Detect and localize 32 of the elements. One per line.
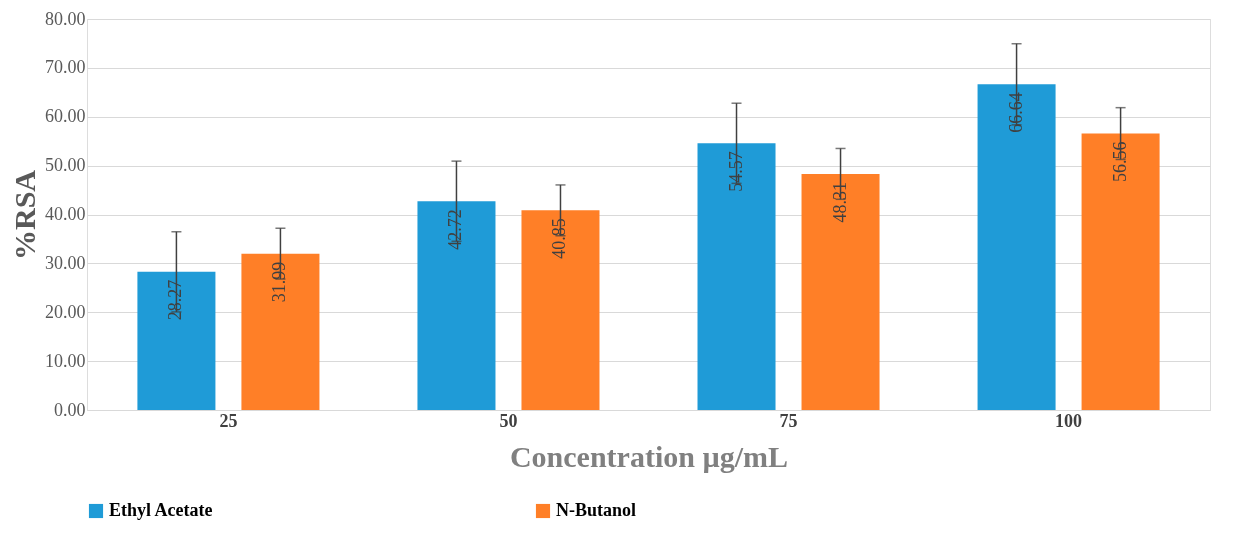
y-tick-label: 70.00 [45, 57, 86, 78]
legend-label: N-Butanol [556, 500, 637, 520]
data-label: 40.85 [549, 218, 570, 259]
bar [801, 173, 880, 410]
bar [241, 253, 320, 410]
y-tick-label: 30.00 [45, 252, 86, 273]
data-label: 42.72 [445, 209, 466, 250]
y-tick-label: 20.00 [45, 301, 86, 322]
data-label: 56.56 [1109, 141, 1130, 183]
x-tick-label: 50 [499, 410, 518, 431]
x-tick-label: 25 [219, 410, 238, 431]
y-tick-label: 10.00 [45, 350, 86, 371]
data-label: 28.27 [165, 279, 186, 321]
y-tick-label: 0.00 [54, 399, 86, 420]
y-tick-label: 50.00 [45, 155, 86, 176]
y-tick-label: 40.00 [45, 204, 86, 224]
legend-label: Ethyl Acetate [109, 500, 213, 520]
data-label: 31.99 [269, 261, 290, 303]
bar [1081, 133, 1160, 410]
y-axis-title: %RSA [8, 169, 41, 261]
data-label: 48.31 [829, 181, 850, 223]
bar [977, 84, 1056, 410]
y-tick-label: 80.00 [45, 8, 86, 29]
x-tick-label: 100 [1055, 410, 1083, 431]
bar [417, 201, 496, 410]
y-tick-label: 60.00 [45, 106, 86, 127]
x-axis-title: Concentration µg/mL [509, 439, 789, 473]
bar [697, 143, 776, 410]
bar [137, 271, 216, 410]
data-label: 54.57 [725, 151, 746, 192]
bar [521, 210, 600, 410]
x-tick-label: 75 [779, 410, 798, 431]
